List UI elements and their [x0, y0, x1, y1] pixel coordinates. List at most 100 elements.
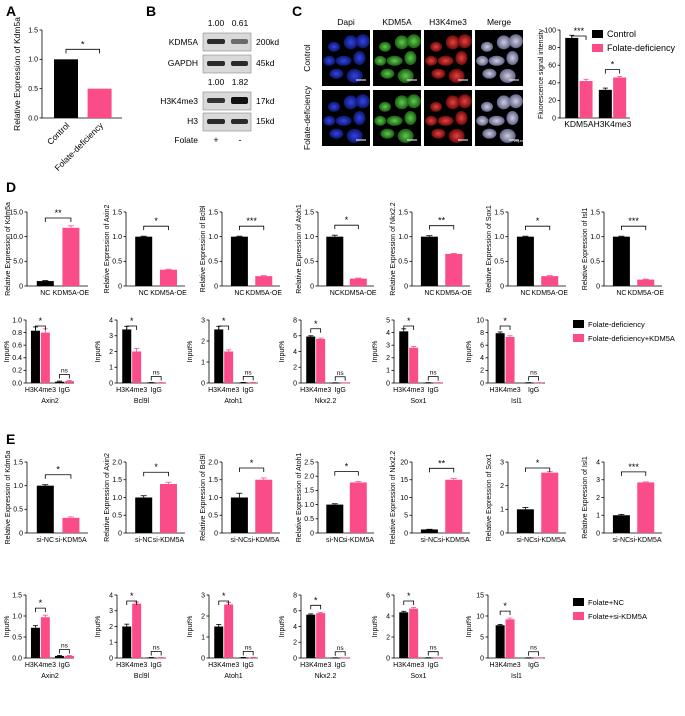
cell-nucleus — [380, 128, 395, 139]
channel-label-merge: Merge — [487, 17, 511, 27]
y-tick-label: 2.0 — [208, 459, 218, 466]
x-tick-label: si-KDM5A — [248, 537, 280, 544]
significance-label: * — [407, 316, 411, 326]
bar-h3k4me3-series1 — [214, 626, 224, 658]
y-tick-label: 3 — [596, 477, 600, 484]
x-tick-label: NC — [330, 290, 340, 297]
bar-h3k4me3-series1 — [399, 331, 409, 383]
y-tick-label: 1.5 — [304, 209, 314, 216]
x-tick-label: IgG — [151, 387, 162, 394]
y-tick-label: 0.5 — [590, 259, 600, 266]
bar-kdm5a-oe — [159, 269, 177, 286]
x-axis-label: Sox1 — [411, 673, 427, 680]
chart-d8: 0.0 0.2 0.4 0.6 0.8 1.0 Input% H3K4me3 * IgG ns Axi… — [4, 316, 74, 405]
x-tick-label: si-KDM5A — [343, 537, 375, 544]
significance-bracket — [65, 48, 100, 54]
significance-bracket — [239, 467, 265, 472]
blot-band-kdm5a-lane2 — [231, 39, 248, 44]
x-tick-label: H3K4me3 — [393, 662, 424, 669]
y-tick-label: 0 — [293, 655, 297, 662]
x-tick-label: H3K4me3 — [116, 662, 147, 669]
y-tick-label: 0 — [310, 283, 314, 290]
bar-h3k4me3-series2 — [224, 351, 234, 383]
cell-nucleus — [394, 35, 409, 50]
significance-label: ns — [337, 370, 345, 377]
y-axis-label: Relative Expression of Kdm5a — [5, 202, 12, 296]
kdm5a-ratio-lane1: 1.00 — [208, 18, 225, 28]
y-tick-label: 1.5 — [304, 488, 314, 495]
cell-nucleus — [431, 68, 446, 79]
y-axis-label: Input% — [279, 341, 286, 363]
y-axis-label: Relative Expression of Isl1 — [582, 456, 589, 539]
y-tick-label: 4 — [596, 459, 600, 466]
y-tick-label: 0.5 — [494, 259, 504, 266]
y-axis-label: Relative Expression of Bcl9l — [200, 205, 207, 292]
blot-band-h3k4me3-lane1 — [207, 98, 225, 103]
blot-label-h3: H3 — [187, 116, 198, 126]
significance-bracket — [427, 376, 439, 381]
lane1-sign: + — [213, 135, 218, 145]
y-tick-label: 80 — [548, 45, 556, 52]
significance-bracket — [59, 649, 70, 654]
cell-nucleus — [431, 128, 446, 139]
cell-nucleus — [323, 55, 336, 66]
bar-h3k4me3-series1 — [30, 330, 40, 383]
legend-swatch-1 — [573, 320, 584, 328]
microscopy-tiles — [322, 30, 523, 146]
cell-nucleus — [379, 41, 391, 52]
y-tick-label: 6 — [293, 608, 297, 615]
significance-label: ** — [438, 458, 446, 468]
y-tick-label: 1.0 — [112, 495, 122, 502]
chart-e13: 0 5 10 15 Input% H3K4me3 * IgG ns Isl1 Folate+NC Fo… — [466, 592, 647, 680]
significance-label: * — [154, 216, 158, 226]
bar-h3k4me3-series1 — [122, 329, 132, 383]
x-axis-label: Axin2 — [41, 673, 59, 680]
blot-label-kdm5a: KDM5A — [169, 37, 199, 47]
cell-nucleus — [476, 55, 489, 66]
bar-igg-series2 — [248, 382, 258, 384]
significance-bracket — [126, 325, 138, 330]
cell-nucleus — [445, 95, 460, 110]
bar-h3k4me3-series2 — [40, 332, 50, 383]
blot-band-gapdh-lane2 — [231, 61, 248, 66]
significance-label: ns — [245, 644, 253, 651]
x-tick-label: si-NC — [37, 537, 55, 544]
x-tick-label: H3K4me3 — [300, 387, 331, 394]
cell-nucleus — [353, 111, 366, 125]
bar-igg-series1 — [54, 381, 64, 383]
x-tick-label: NC — [234, 290, 244, 297]
cell-nucleus — [506, 111, 519, 125]
microscopy-tile-merge-row2 — [475, 90, 523, 146]
y-tick-label: 2 — [293, 365, 297, 372]
x-tick-label: IgG — [528, 662, 539, 669]
y-tick-label: 1.5 — [112, 477, 122, 484]
significance-bracket — [44, 474, 72, 479]
x-axis-label: Nkx2.2 — [315, 398, 337, 405]
cell-nucleus — [457, 94, 472, 109]
y-tick-label: 3 — [386, 343, 390, 350]
y-tick-label: 1 — [386, 368, 390, 375]
blot-size-45kd: 45kd — [256, 58, 275, 68]
cell-nucleus — [406, 94, 421, 109]
panel-label-e: E — [6, 431, 15, 447]
y-tick-label: 1 — [201, 634, 205, 641]
bar-control — [54, 59, 78, 118]
microscopy-tile-h3k4me3-row1 — [424, 30, 472, 86]
bar-h3k4me3-series1 — [306, 336, 316, 383]
cell-nucleus — [355, 94, 370, 109]
significance-label: * — [250, 458, 254, 468]
significance-label: * — [56, 465, 60, 475]
cell-nucleus — [343, 35, 358, 50]
x-axis-label: Axin2 — [41, 398, 59, 405]
bar-h3k4me3-series1 — [495, 625, 505, 658]
chart-d11: 0 2 4 6 8 Input% H3K4me3 * IgG ns Nkx2.2 — [279, 317, 350, 405]
y-tick-label: 1.5 — [590, 209, 600, 216]
significance-bracket — [621, 471, 647, 476]
significance-bracket — [310, 328, 322, 333]
microscopy-panel: Dapi KDM5A H3K4me3 Merge Control Folate-… — [302, 17, 525, 150]
significance-label: * — [314, 319, 318, 329]
